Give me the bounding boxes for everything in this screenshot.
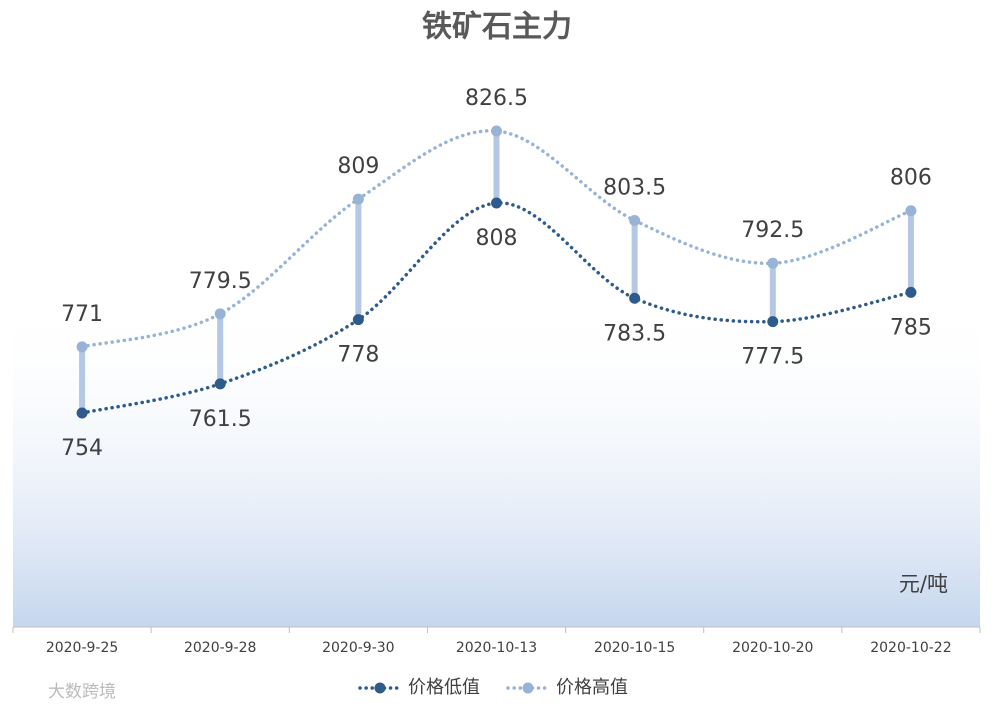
data-label: 783.5 [603,321,666,346]
watermark: 大数跨境 [48,682,116,702]
data-label: 792.5 [741,218,804,243]
data-label: 826.5 [465,86,528,111]
legend-marker [522,682,534,694]
legend-label: 价格高值 [556,677,628,698]
point [767,316,779,328]
point [76,407,88,419]
point [491,125,502,137]
high-low-line [907,210,914,293]
data-label: 777.5 [741,345,804,370]
x-tick-label: 2020-10-13 [456,640,537,656]
data-label: 778 [337,343,379,368]
point [629,292,641,304]
x-tick-label: 2020-10-20 [732,640,813,656]
point [491,197,502,209]
data-label: 761.5 [189,407,252,432]
high-low-line [79,346,86,413]
data-label: 808 [476,226,518,251]
point [214,378,226,390]
point [905,205,917,217]
legend-label: 价格低值 [408,677,480,698]
x-tick-label: 2020-10-15 [594,640,675,656]
point [767,257,779,269]
high-low-line [217,313,224,384]
x-tick-label: 2020-9-28 [184,640,256,656]
data-label: 806 [890,166,932,191]
x-tick-label: 2020-9-30 [322,640,394,656]
data-label: 803.5 [603,175,666,200]
data-label: 785 [890,315,932,340]
high-low-line [355,199,362,320]
x-tick-label: 2020-9-25 [46,640,118,656]
data-label: 771 [61,302,103,327]
legend-marker [374,682,386,694]
high-low-line [769,263,776,322]
data-label: 779.5 [189,269,252,294]
high-low-line [631,220,638,299]
plot-background [13,300,980,627]
point [352,314,364,326]
high-low-line [493,131,500,203]
data-label: 809 [337,154,379,179]
data-label: 754 [61,436,103,461]
point [905,286,917,298]
point [76,341,88,353]
point [352,193,364,205]
chart-title: 铁矿石主力 [422,10,572,45]
point [214,308,226,320]
unit-label: 元/吨 [899,572,948,596]
x-tick-label: 2020-10-22 [870,640,951,656]
point [629,214,641,226]
